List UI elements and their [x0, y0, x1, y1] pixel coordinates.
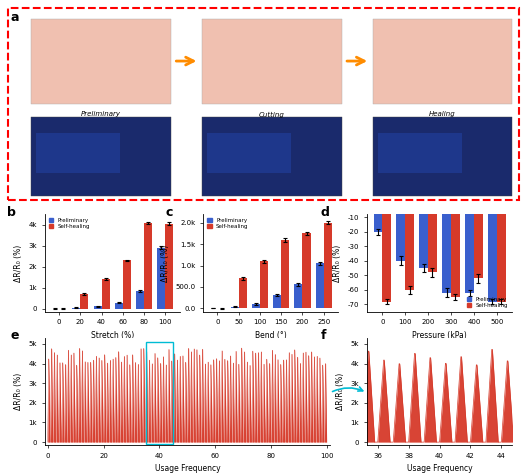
Bar — [273, 295, 281, 308]
Text: d: d — [320, 207, 329, 219]
Bar — [324, 223, 332, 308]
Bar — [31, 118, 171, 197]
Text: Preliminary: Preliminary — [81, 111, 121, 118]
Y-axis label: ΔR/R₀ (%): ΔR/R₀ (%) — [161, 244, 170, 282]
Bar — [80, 294, 88, 308]
Bar — [295, 284, 303, 308]
Bar — [260, 261, 268, 308]
Text: b: b — [7, 207, 16, 219]
X-axis label: Stretch (%): Stretch (%) — [91, 331, 134, 340]
Text: Cutting: Cutting — [259, 111, 285, 118]
Text: f: f — [320, 329, 326, 342]
Bar — [36, 133, 120, 173]
Bar — [239, 278, 247, 308]
Bar — [101, 279, 110, 308]
Bar — [419, 203, 428, 268]
Bar — [115, 303, 123, 308]
Bar — [281, 240, 289, 308]
Bar — [374, 203, 382, 232]
Bar — [428, 203, 437, 272]
Bar — [378, 133, 461, 173]
Bar — [202, 19, 342, 104]
Bar — [146, 342, 174, 444]
Text: e: e — [11, 329, 19, 342]
Bar — [373, 118, 512, 197]
Bar — [442, 203, 451, 293]
Bar — [474, 203, 483, 278]
Bar — [465, 203, 474, 293]
Bar — [72, 307, 80, 308]
Legend: Preliminary, Self-healing: Preliminary, Self-healing — [48, 217, 91, 230]
X-axis label: Pressure (kPa): Pressure (kPa) — [412, 331, 467, 340]
Bar — [123, 260, 131, 308]
Y-axis label: ΔR/R₀ (%): ΔR/R₀ (%) — [14, 373, 23, 410]
Bar — [231, 307, 239, 308]
Bar — [93, 306, 101, 308]
Legend: Preliminary, Self-healing: Preliminary, Self-healing — [206, 217, 250, 230]
Bar — [202, 118, 342, 197]
Bar — [451, 203, 460, 297]
Bar — [316, 263, 324, 308]
Bar — [144, 223, 152, 308]
Text: c: c — [166, 207, 173, 219]
Bar — [397, 203, 405, 261]
Y-axis label: ΔR/R₀ (%): ΔR/R₀ (%) — [336, 373, 345, 410]
Bar — [497, 203, 505, 302]
Text: a: a — [11, 10, 19, 24]
Bar — [165, 224, 173, 308]
Bar — [136, 291, 144, 308]
Text: Healing: Healing — [429, 111, 456, 118]
Bar — [405, 203, 414, 290]
Bar — [252, 304, 260, 308]
X-axis label: Usage Frequency: Usage Frequency — [407, 464, 473, 473]
Bar — [303, 233, 310, 308]
Bar — [207, 133, 291, 173]
Y-axis label: ΔR/R₀ (%): ΔR/R₀ (%) — [14, 244, 23, 282]
Y-axis label: ΔR/R₀ (%): ΔR/R₀ (%) — [333, 244, 342, 282]
X-axis label: Usage Frequency: Usage Frequency — [155, 464, 220, 473]
Bar — [488, 203, 497, 302]
X-axis label: Bend (°): Bend (°) — [254, 331, 287, 340]
Legend: Preliminary, Self-healing: Preliminary, Self-healing — [466, 296, 510, 309]
Bar — [382, 203, 391, 302]
Bar — [31, 19, 171, 104]
Bar — [157, 248, 165, 308]
Bar — [373, 19, 512, 104]
